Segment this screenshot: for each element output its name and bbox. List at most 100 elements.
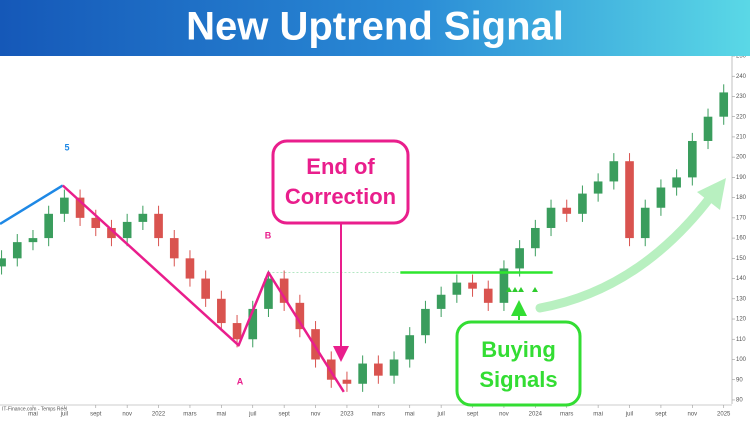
- y-tick-label: 200: [736, 155, 747, 161]
- candle-body: [389, 359, 399, 376]
- candle-body: [625, 161, 634, 239]
- x-tick-label: mai: [593, 412, 603, 418]
- candle-body: [358, 363, 367, 384]
- callout-text: Correction: [285, 184, 396, 209]
- x-tick-label: 2023: [340, 412, 354, 418]
- candle-body: [185, 258, 195, 279]
- source: IT-Finance.com - Temps Réel: [2, 406, 67, 412]
- candle-body: [515, 248, 524, 269]
- candle-body: [546, 207, 556, 228]
- wave-line: [61, 184, 345, 393]
- x-tick-label: mai: [217, 412, 227, 418]
- x-tick-label: juil: [248, 412, 256, 418]
- candle-body: [248, 308, 258, 340]
- candle-body: [609, 161, 619, 182]
- y-tick-label: 240: [736, 74, 747, 80]
- candle-body: [562, 207, 572, 214]
- callout-box: [455, 320, 582, 407]
- candle-body: [656, 187, 666, 208]
- candle-body: [217, 298, 226, 324]
- candle-body: [326, 359, 336, 380]
- candle-body: [672, 177, 681, 188]
- candle-body: [342, 379, 352, 384]
- candle-body: [640, 207, 650, 239]
- candle-body: [122, 221, 132, 239]
- x-tick-label: nov: [499, 412, 509, 418]
- x-tick-label: 2022: [152, 412, 166, 418]
- callout-text: End of: [306, 154, 375, 179]
- candle-body: [483, 288, 493, 303]
- candle-body: [12, 242, 22, 259]
- signal-icons: [506, 287, 538, 292]
- candle-body: [107, 227, 116, 239]
- candle-body: [703, 116, 713, 141]
- y-tick-label: 110: [736, 337, 746, 343]
- x-tick-label: juil: [60, 412, 68, 418]
- y-tick-label: 230: [736, 94, 747, 100]
- candle-body: [295, 302, 305, 330]
- trend-arrow-head: [697, 178, 726, 210]
- x-tick-label: juil: [436, 412, 444, 418]
- candle-body: [421, 308, 430, 336]
- candle-body: [75, 197, 85, 218]
- wave-label: 5: [64, 142, 69, 152]
- x-tick-label: 2024: [529, 412, 543, 418]
- x-tick-label: juil: [625, 412, 633, 418]
- x-tick-label: nov: [311, 412, 321, 418]
- y-tick-label: 120: [736, 317, 747, 323]
- candle-body: [44, 213, 53, 239]
- candle-body: [468, 282, 477, 289]
- candle-body: [405, 335, 415, 360]
- candle-body: [138, 213, 148, 222]
- x-tick-label: nov: [122, 412, 132, 418]
- x-tick-label: sept: [467, 412, 479, 418]
- candle-body: [91, 217, 101, 228]
- x-tick-label: mars: [560, 412, 573, 418]
- y-tick-label: 100: [736, 357, 747, 363]
- y-tick-label: 210: [736, 135, 747, 141]
- candle-body: [201, 278, 210, 299]
- y-tick-label: 250: [736, 54, 747, 60]
- y-tick-label: 190: [736, 175, 747, 181]
- y-tick-label: 180: [736, 195, 747, 201]
- candle-body: [232, 323, 242, 340]
- x-tick-label: 2025: [717, 412, 731, 418]
- candle-body: [264, 278, 273, 309]
- candle-body: [60, 197, 69, 214]
- candle-body: [719, 92, 729, 117]
- x-tick-label: sept: [90, 412, 102, 418]
- x-tick-label: mai: [28, 412, 38, 418]
- candle-body: [531, 227, 540, 249]
- candle-body: [593, 181, 603, 194]
- callout-text: Signals: [479, 367, 557, 392]
- candle-body: [436, 294, 446, 309]
- candle-body: [279, 278, 289, 303]
- candle-body: [169, 238, 179, 259]
- candle-body: [374, 363, 383, 376]
- trend-arrow: [535, 190, 717, 313]
- x-tick-label: mai: [405, 412, 415, 418]
- title: New Uptrend Signal: [186, 5, 564, 49]
- y-tick-label: 130: [736, 296, 747, 302]
- title-banner: [0, 0, 750, 56]
- candle-body: [154, 213, 163, 239]
- wave-line: [0, 184, 64, 225]
- x-tick-label: nov: [687, 412, 697, 418]
- candle-body: [578, 193, 587, 214]
- candle-body: [688, 140, 697, 178]
- plot: 80 90 100 110 120 130 140 150 160 170 180 190 200 210…: [0, 54, 747, 418]
- wave-label: A: [237, 376, 244, 386]
- x-tick-label: mars: [372, 412, 385, 418]
- y-tick-label: 140: [736, 276, 747, 282]
- candle-body: [0, 258, 6, 267]
- candle-body: [452, 282, 462, 295]
- x-tick-label: sept: [655, 412, 667, 418]
- wave-label: B: [265, 230, 272, 240]
- x-tick-label: mars: [183, 412, 196, 418]
- y-tick-label: 170: [736, 215, 747, 221]
- y-tick-label: 160: [736, 236, 747, 242]
- y-tick-label: 90: [736, 377, 743, 383]
- y-tick-label: 80: [736, 398, 743, 404]
- y-tick-label: 220: [736, 114, 747, 120]
